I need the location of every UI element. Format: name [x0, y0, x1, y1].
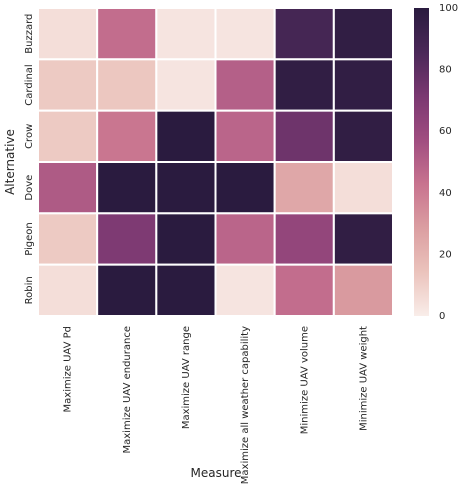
colorbar-tick-label: 0 — [439, 311, 445, 322]
heatmap-cell — [96, 161, 158, 215]
heatmap-cell — [37, 212, 99, 266]
heatmap-cell — [273, 58, 335, 112]
heatmap-cell — [214, 263, 276, 317]
y-tick-label: Robin — [24, 276, 35, 304]
heatmap-cell — [37, 7, 99, 61]
colorbar-tick-label: 60 — [439, 126, 452, 137]
heatmap-cells — [37, 7, 395, 317]
heatmap-cell — [214, 109, 276, 163]
colorbar — [414, 8, 429, 316]
heatmap-cell — [332, 58, 395, 112]
heatmap-cell — [214, 212, 276, 266]
heatmap-cell — [273, 263, 335, 317]
x-tick-label: Minimize UAV weight — [358, 326, 369, 431]
heatmap-cell — [332, 263, 395, 317]
heatmap-cell — [155, 109, 217, 163]
x-tick-label: Maximize UAV endurance — [122, 326, 133, 454]
heatmap-cell — [273, 7, 335, 61]
heatmap-cell — [96, 58, 158, 112]
heatmap-cell — [332, 161, 395, 215]
heatmap-cell — [332, 109, 395, 163]
heatmap-cell — [96, 263, 158, 317]
x-tick-labels: Maximize UAV Pd Maximize UAV endurance Max… — [63, 326, 370, 484]
heatmap-cell — [37, 109, 99, 163]
colorbar-tick-label: 40 — [439, 188, 452, 199]
heatmap-cell — [273, 212, 335, 266]
heatmap-cell — [332, 7, 395, 61]
heatmap-cell — [214, 161, 276, 215]
x-tick-label: Maximize UAV Pd — [63, 326, 74, 412]
heatmap-cell — [155, 7, 217, 61]
x-tick-label: Maximize UAV range — [181, 326, 192, 429]
heatmap-cell — [214, 58, 276, 112]
heatmap-cell — [37, 263, 99, 317]
x-tick-label: Maximize all weather capability — [240, 326, 251, 484]
colorbar-tick-label: 100 — [439, 3, 458, 14]
colorbar-tick-label: 20 — [439, 249, 452, 260]
heatmap-cell — [332, 212, 395, 266]
heatmap-cell — [96, 7, 158, 61]
heatmap-cell — [37, 58, 99, 112]
heatmap-cell — [37, 161, 99, 215]
y-tick-label: Crow — [24, 124, 35, 149]
y-tick-label: Pigeon — [24, 222, 35, 256]
heatmap-cell — [273, 161, 335, 215]
heatmap-cell — [155, 212, 217, 266]
x-tick-label: Minimize UAV volume — [299, 326, 310, 434]
colorbar-tick-label: 80 — [439, 65, 452, 76]
y-axis-label: Alternative — [3, 129, 17, 195]
heatmap-cell — [96, 212, 158, 266]
heatmap-cell — [155, 263, 217, 317]
heatmap-cell — [96, 109, 158, 163]
y-tick-labels: Buzzard Cardinal Crow Dove Pigeon Robin — [24, 14, 35, 305]
heatmap-cell — [214, 7, 276, 61]
colorbar-ticks: 0 20 40 60 80 100 — [439, 3, 458, 322]
y-tick-label: Cardinal — [24, 64, 35, 105]
heatmap-cell — [273, 109, 335, 163]
x-axis-label: Measure — [191, 466, 242, 480]
y-tick-label: Dove — [24, 175, 35, 201]
heatmap-cell — [155, 58, 217, 112]
heatmap-cell — [155, 161, 217, 215]
y-tick-label: Buzzard — [24, 14, 35, 54]
